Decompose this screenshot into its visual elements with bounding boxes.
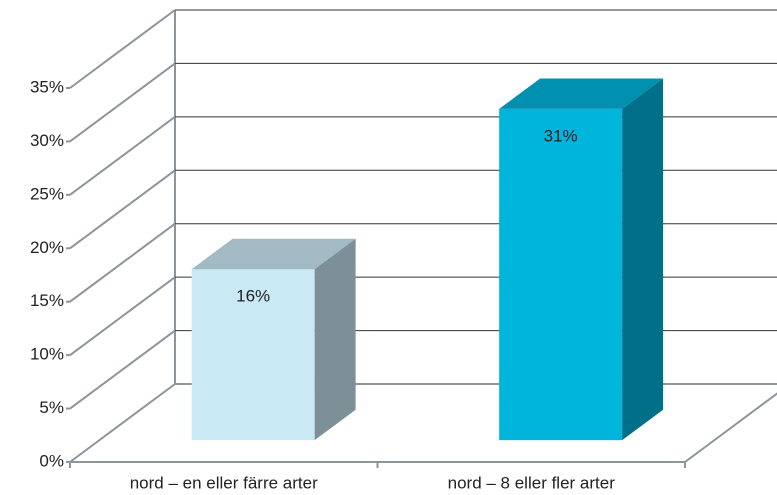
y-tick-label: 15%: [30, 291, 64, 310]
depth-grid-line: [69, 62, 176, 143]
depth-grid-line: [69, 383, 176, 463]
bar-side: [622, 78, 664, 441]
x-tick-label: nord – 8 eller fler arter: [448, 473, 616, 492]
y-tick-label: 35%: [30, 77, 64, 96]
depth-grid-line: [69, 169, 176, 250]
depth-grid-line: [69, 329, 176, 410]
y-tick-label: 20%: [30, 238, 64, 257]
bar-top: [191, 238, 356, 270]
y-tick-label: 5%: [39, 398, 64, 417]
depth-grid-line: [69, 9, 176, 89]
y-tick-label: 30%: [30, 131, 64, 150]
depth-grid-line: [69, 222, 176, 303]
floor-right-edge: [684, 392, 777, 463]
bar-top: [499, 78, 664, 109]
y-tick-label: 0%: [39, 451, 64, 470]
bar-front: [191, 269, 315, 441]
depth-grid-line: [69, 116, 176, 196]
x-tick-label: nord – en eller färre arter: [130, 473, 318, 492]
y-tick-label: 10%: [30, 345, 64, 364]
value-label: 31%: [544, 126, 578, 145]
y-tick-label: 25%: [30, 184, 64, 203]
value-label: 16%: [236, 287, 270, 306]
bar-side: [314, 238, 356, 441]
depth-grid-line: [69, 276, 176, 356]
bar-front: [499, 108, 623, 441]
